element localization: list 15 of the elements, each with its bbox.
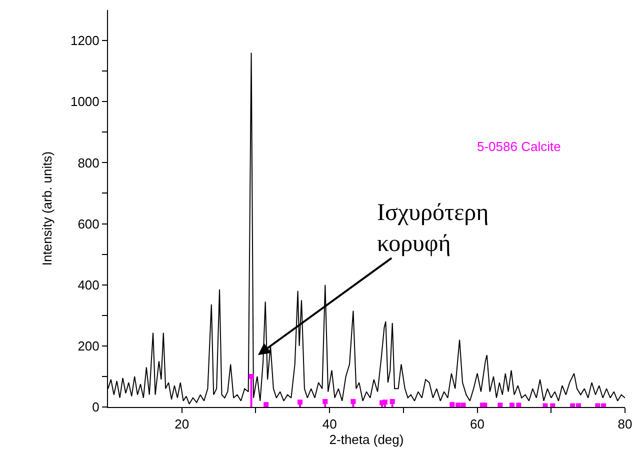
x-tick-label: 60 — [470, 416, 485, 432]
annotation: Ισχυρότερη κορυφή — [377, 200, 489, 258]
y-axis-title: Intensity (arb. units) — [39, 151, 54, 266]
y-tick-label: 800 — [78, 155, 100, 170]
x-tick-label: 80 — [618, 416, 632, 432]
x-axis-title: 2-theta (deg) — [329, 432, 404, 448]
y-tick-label: 1200 — [70, 33, 100, 48]
y-tick-label: 600 — [78, 216, 100, 232]
y-tick-label: 0 — [92, 400, 100, 415]
x-tick-label: 20 — [174, 416, 190, 432]
y-tick-label: 200 — [78, 338, 100, 354]
y-tick-label: 400 — [78, 277, 100, 292]
text: 5-0586 Calcite — [477, 139, 561, 154]
y-tick-label: 1000 — [70, 94, 100, 110]
x-tick-label: 40 — [322, 416, 337, 432]
